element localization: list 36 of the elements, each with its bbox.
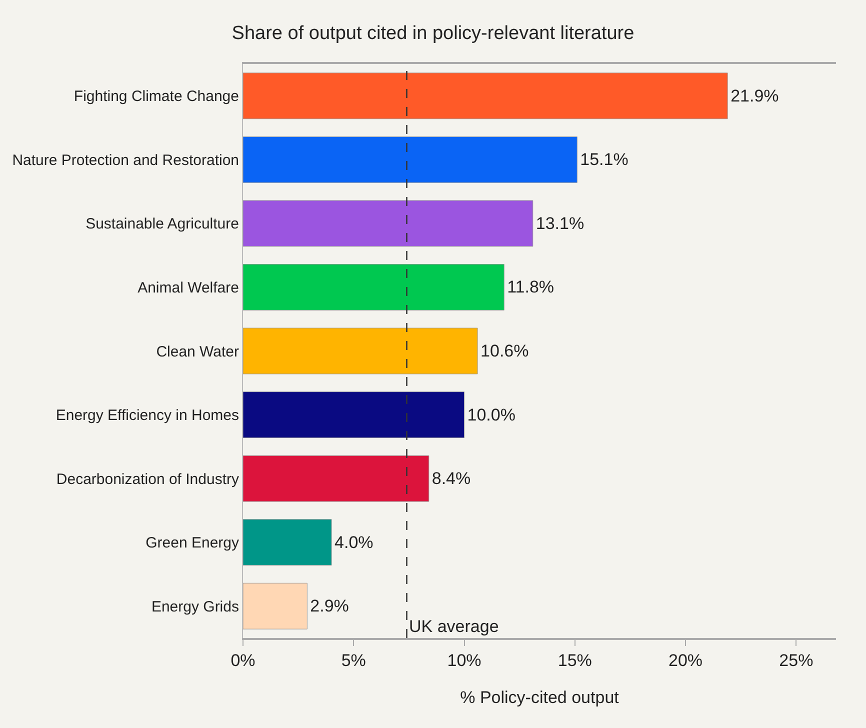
- x-tick-label: 15%: [558, 651, 592, 670]
- x-tick-label: 0%: [230, 651, 256, 670]
- bar: [243, 582, 308, 630]
- bar: [243, 392, 465, 438]
- x-tick-label: 10%: [447, 651, 482, 670]
- data-label: 13.1%: [536, 214, 584, 233]
- data-label: 11.8%: [507, 278, 554, 297]
- y-tick-label: Decarbonization of Industry: [56, 470, 240, 488]
- bar: [243, 519, 332, 566]
- bar: [243, 136, 578, 183]
- x-tick-label: 5%: [341, 651, 366, 670]
- y-tick-label: Energy Efficiency in Homes: [56, 407, 239, 424]
- data-label: 2.9%: [310, 596, 349, 616]
- ref-line-label: UK average: [409, 617, 499, 636]
- x-tick-label: 20%: [668, 651, 703, 670]
- y-tick-label: Energy Grids: [151, 598, 239, 616]
- data-label: 15.1%: [580, 150, 628, 170]
- bar: [243, 264, 504, 310]
- data-label: 21.9%: [730, 86, 779, 106]
- y-tick-label: Nature Protection and Restoration: [12, 152, 239, 169]
- chart-title: Share of output cited in policy-relevant literature: [232, 22, 634, 44]
- y-tick-label: Green Energy: [146, 534, 240, 552]
- bar: [243, 72, 728, 120]
- y-tick-label: Fighting Climate Change: [74, 88, 239, 106]
- x-tick-label: 25%: [779, 651, 814, 670]
- data-label: 8.4%: [432, 469, 471, 488]
- data-label: 10.6%: [480, 342, 529, 360]
- data-label: 10.0%: [467, 405, 516, 424]
- bar: [243, 328, 478, 374]
- data-label: 4.0%: [334, 532, 374, 552]
- y-tick-label: Clean Water: [156, 343, 239, 360]
- x-axis-title: % Policy-cited output: [460, 688, 620, 708]
- y-tick-label: Animal Welfare: [138, 279, 239, 296]
- bar: [243, 200, 534, 247]
- y-tick-label: Sustainable Agriculture: [86, 216, 239, 233]
- bar: [243, 455, 430, 502]
